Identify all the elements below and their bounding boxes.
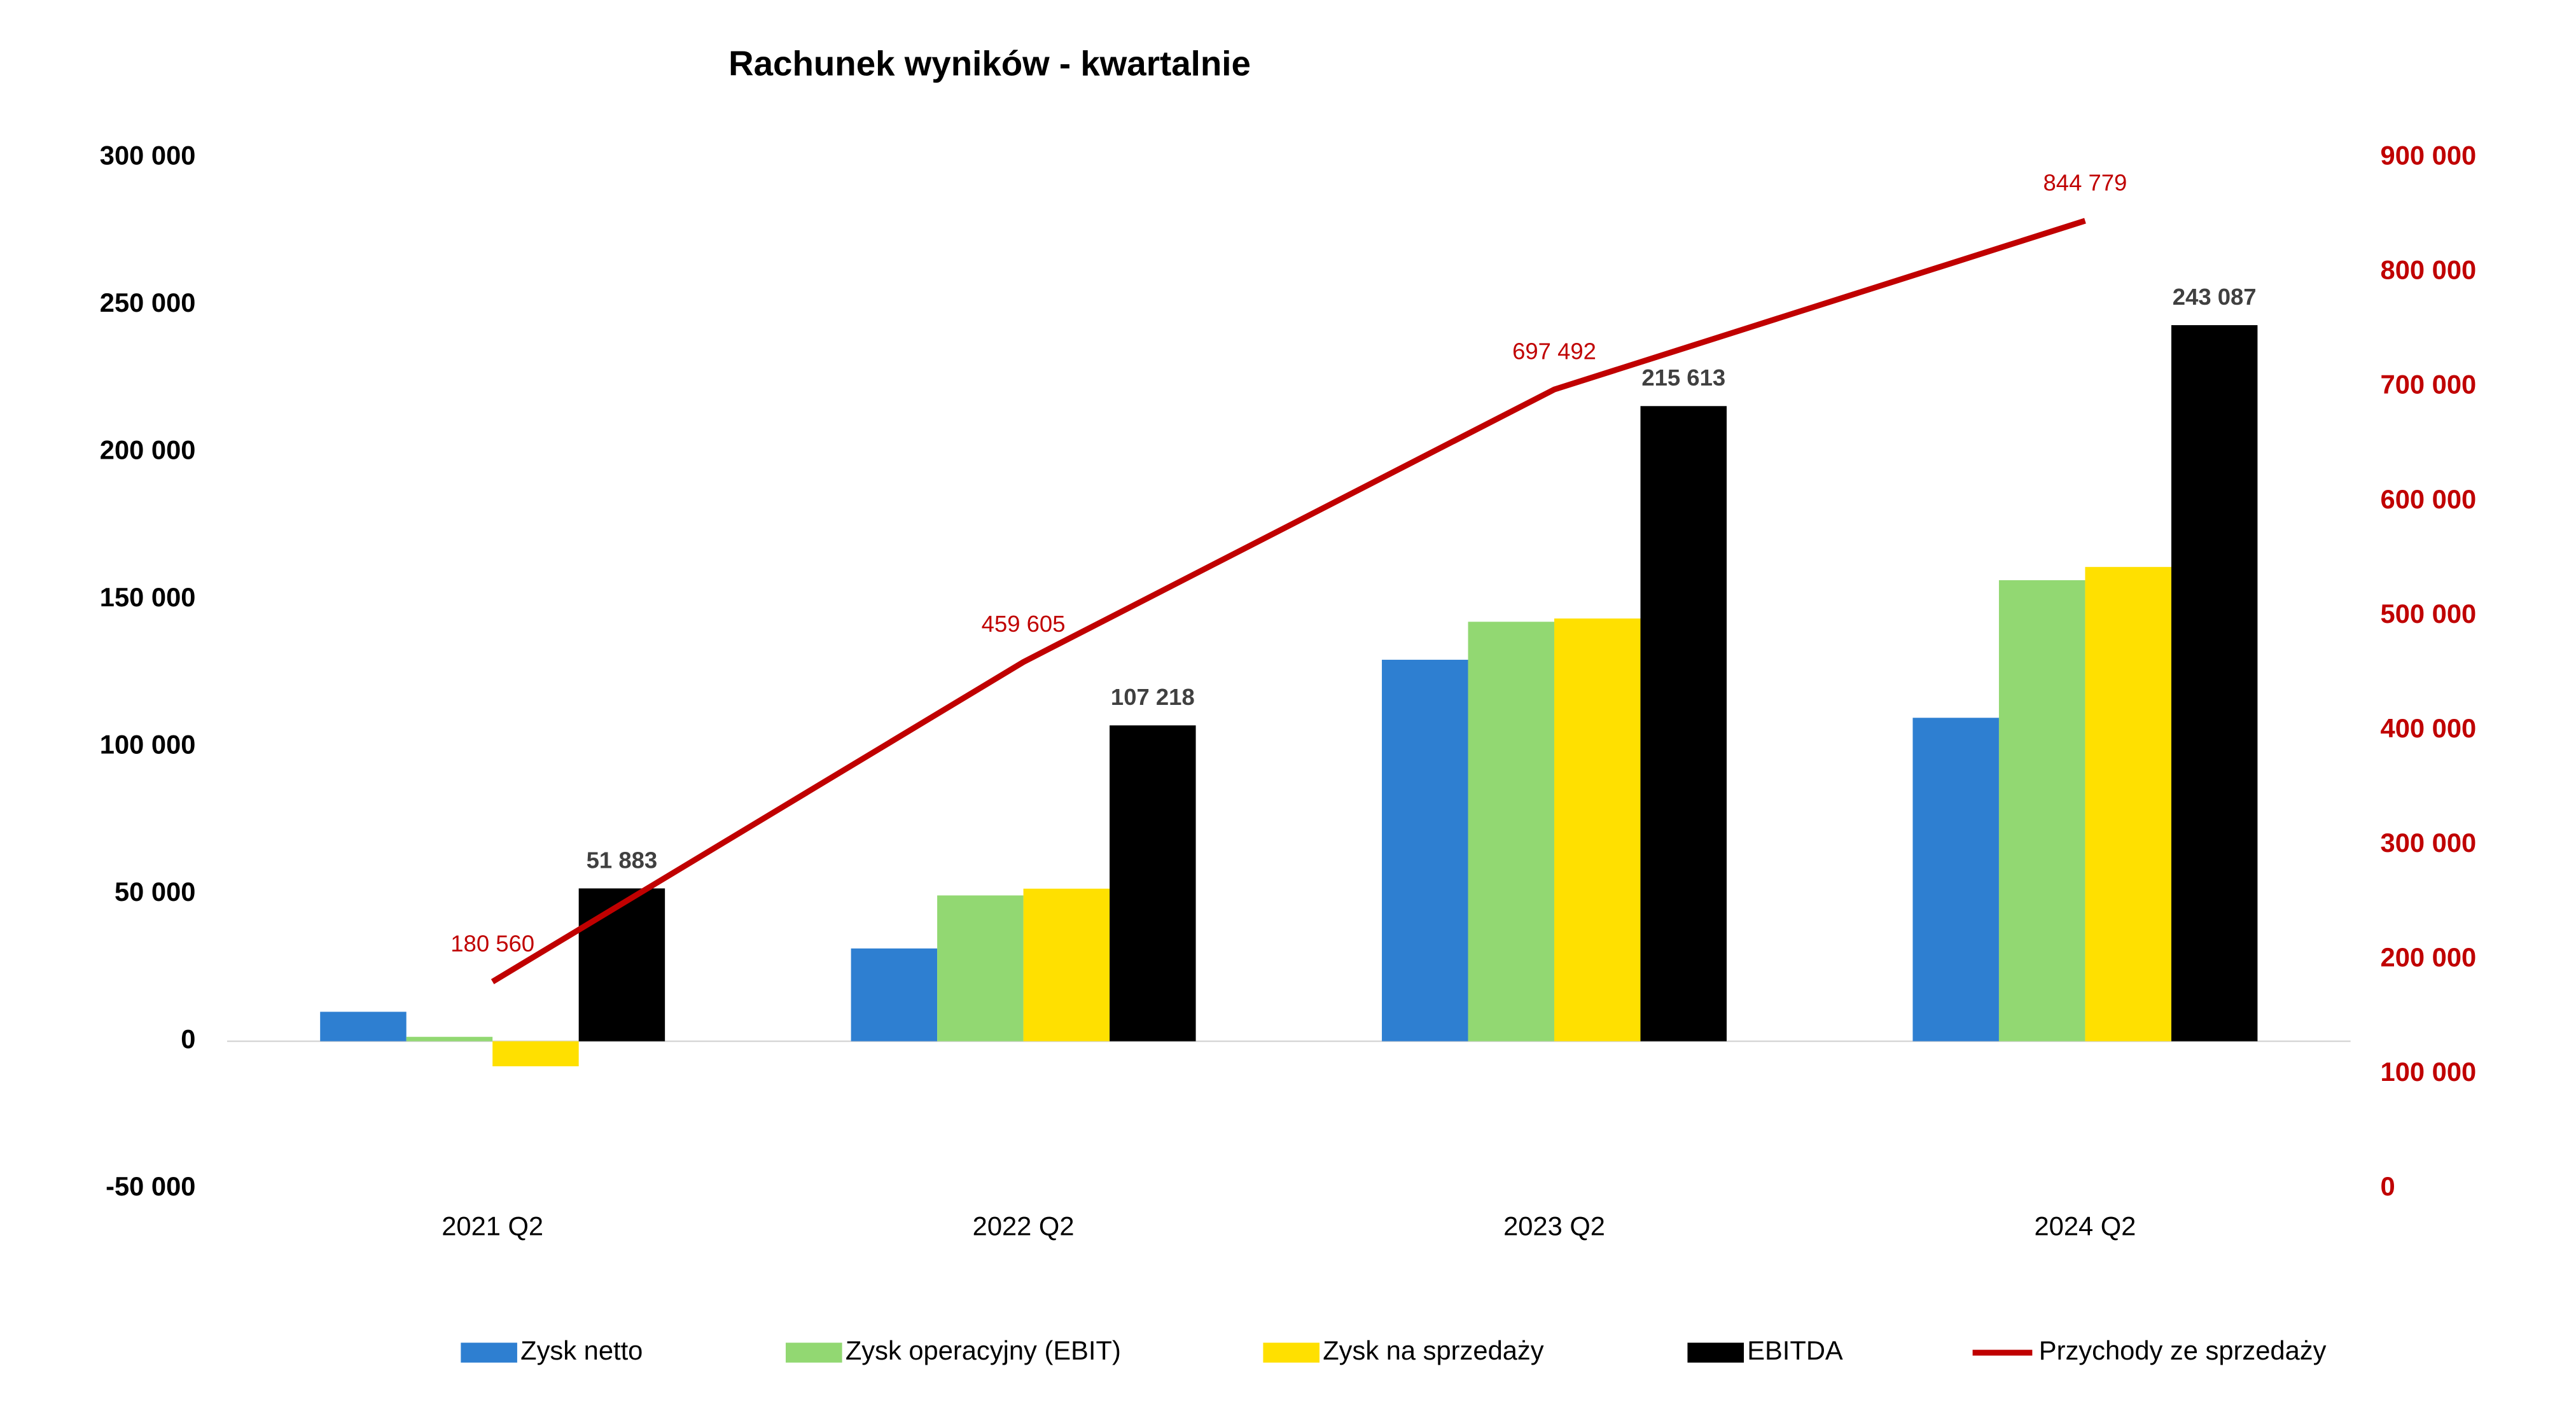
- y-tick-label: 200 000: [100, 435, 196, 465]
- bar: [1382, 660, 1468, 1041]
- y2-tick-label: 0: [2381, 1171, 2395, 1201]
- y2-tick-label: 200 000: [2381, 942, 2477, 972]
- bar: [1110, 725, 1196, 1041]
- data-label: 459 605: [982, 611, 1066, 637]
- legend-swatch: [786, 1342, 842, 1363]
- bar: [937, 895, 1024, 1041]
- bar: [851, 948, 938, 1041]
- data-label: 697 492: [1512, 338, 1596, 365]
- legend-label: Zysk na sprzedaży: [1323, 1335, 1544, 1365]
- bar: [1912, 718, 1999, 1041]
- x-tick-label: 2024 Q2: [2034, 1211, 2136, 1241]
- bar: [320, 1012, 407, 1041]
- line: [491, 218, 2086, 984]
- legend-swatch: [1263, 1342, 1320, 1363]
- y-tick-label: 150 000: [100, 582, 196, 612]
- bar: [406, 1036, 493, 1041]
- y2-tick-label: 600 000: [2381, 484, 2477, 514]
- legend-label: Przychody ze sprzedaży: [2039, 1335, 2327, 1365]
- bar: [492, 1041, 579, 1067]
- y2-tick-label: 400 000: [2381, 713, 2477, 743]
- y2-tick-label: 500 000: [2381, 599, 2477, 629]
- data-label: 243 087: [2173, 284, 2257, 310]
- data-label: 215 613: [1641, 365, 1725, 391]
- x-tick-label: 2021 Q2: [442, 1211, 543, 1241]
- y-tick-label: 100 000: [100, 730, 196, 760]
- bar: [1554, 618, 1641, 1041]
- x-tick-label: 2022 Q2: [973, 1211, 1075, 1241]
- y-tick-label: 300 000: [100, 141, 196, 171]
- bar: [1998, 580, 2085, 1041]
- y2-tick-label: 100 000: [2381, 1057, 2477, 1087]
- legend-swatch: [461, 1342, 517, 1363]
- y2-tick-label: 800 000: [2381, 255, 2477, 285]
- bar: [578, 888, 665, 1041]
- x-tick-label: 2023 Q2: [1503, 1211, 1605, 1241]
- legend-label: EBITDA: [1747, 1335, 1843, 1365]
- bar: [2171, 325, 2258, 1041]
- y-tick-label: -50 000: [106, 1171, 195, 1201]
- y2-tick-label: 900 000: [2381, 141, 2477, 171]
- data-label: 107 218: [1111, 684, 1195, 710]
- bar: [1468, 622, 1555, 1041]
- chart-title: Rachunek wyników - kwartalnie: [728, 44, 1251, 83]
- y2-tick-label: 300 000: [2381, 828, 2477, 858]
- legend-label: Zysk operacyjny (EBIT): [846, 1335, 1121, 1365]
- data-label: 180 560: [450, 930, 534, 956]
- bar: [1640, 406, 1727, 1041]
- y-tick-label: 50 000: [115, 877, 195, 907]
- y-tick-label: 0: [181, 1024, 195, 1054]
- y-tick-label: 250 000: [100, 288, 196, 317]
- data-label: 844 779: [2043, 169, 2127, 195]
- legend-swatch: [1687, 1342, 1744, 1363]
- bar: [2085, 567, 2171, 1041]
- data-label: 51 883: [587, 847, 658, 873]
- legend-label: Zysk netto: [520, 1335, 643, 1365]
- bar: [1023, 888, 1110, 1041]
- y2-tick-label: 700 000: [2381, 370, 2477, 400]
